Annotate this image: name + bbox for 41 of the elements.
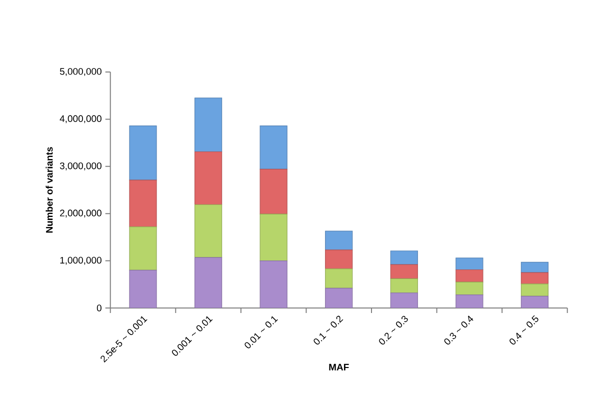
x-tick-label: 0.4 ~ 0.5 [510, 315, 538, 345]
bar [129, 270, 157, 308]
bar [456, 269, 484, 282]
y-tick-label: 3,000,000 [60, 162, 102, 170]
bar [325, 250, 353, 270]
x-tick-label: 0.3 ~ 0.4 [444, 316, 474, 345]
y-tick-label: 5,000,000 [60, 68, 102, 76]
bar [129, 180, 157, 228]
bar [456, 258, 484, 270]
bar [260, 214, 288, 262]
bar [390, 264, 418, 280]
y-tick-label: 1,000,000 [60, 256, 102, 265]
bar [456, 294, 483, 308]
y-tick-label: 0 [96, 304, 102, 312]
bar [390, 278, 418, 294]
bar [260, 126, 288, 170]
bar [194, 257, 222, 308]
y-tick-label: 2,000,000 [60, 210, 102, 218]
bar [194, 151, 222, 205]
x-axis-title: MAF [329, 364, 349, 370]
bar [260, 260, 288, 308]
bar [194, 98, 222, 152]
bar [520, 284, 549, 296]
bar [520, 272, 549, 284]
x-tick-label: 0.01 ~ 0.1 [244, 316, 278, 348]
y-axis-title: Number of variants [46, 147, 53, 233]
bar [520, 296, 549, 308]
bar [325, 268, 353, 288]
bar [390, 250, 418, 265]
bar [456, 282, 484, 296]
bar [194, 204, 222, 258]
x-tick-label: 0.1 ~ 0.2 [314, 316, 344, 345]
bar [325, 230, 353, 250]
bar [520, 262, 549, 273]
bar [129, 226, 157, 271]
bar [325, 288, 353, 308]
y-tick-label: 4,000,000 [60, 115, 102, 124]
x-tick-label: 0.2 ~ 0.3 [379, 316, 408, 345]
bar [260, 168, 288, 214]
bar [129, 126, 157, 180]
bar [390, 292, 418, 308]
